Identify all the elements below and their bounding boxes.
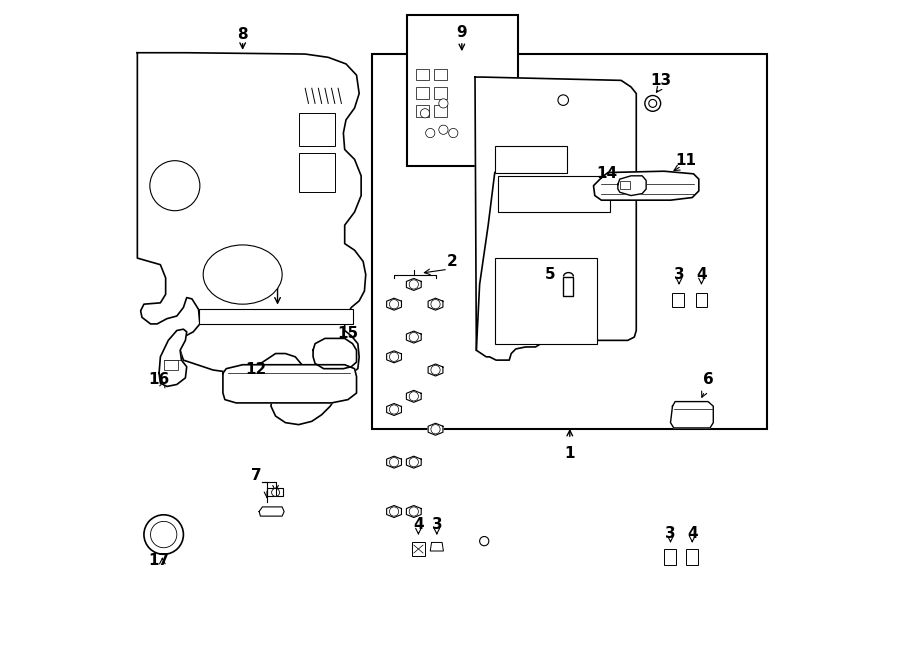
Bar [620, 181, 630, 189]
Text: 1: 1 [564, 446, 575, 461]
Bar [672, 293, 684, 307]
Circle shape [410, 507, 418, 516]
Bar [498, 176, 610, 212]
Bar [696, 293, 707, 307]
Bar [407, 15, 518, 166]
Polygon shape [593, 171, 698, 200]
Polygon shape [428, 298, 443, 310]
Circle shape [390, 405, 399, 414]
Bar [434, 105, 447, 117]
Polygon shape [428, 364, 443, 376]
Text: 17: 17 [148, 553, 169, 568]
Bar [495, 258, 597, 344]
Polygon shape [407, 506, 421, 518]
Bar [416, 105, 429, 117]
Circle shape [144, 515, 184, 555]
Bar [373, 54, 768, 429]
Bar [164, 360, 178, 370]
Bar [416, 87, 429, 98]
Circle shape [480, 537, 489, 546]
Circle shape [390, 507, 399, 516]
Text: 9: 9 [456, 26, 467, 40]
Circle shape [644, 96, 661, 111]
Polygon shape [430, 543, 444, 551]
Polygon shape [259, 507, 284, 516]
Polygon shape [617, 176, 646, 196]
Text: 4: 4 [413, 517, 424, 532]
Circle shape [390, 457, 399, 467]
Circle shape [449, 128, 458, 137]
Circle shape [410, 280, 418, 289]
Text: 5: 5 [544, 267, 555, 282]
Text: 8: 8 [238, 27, 248, 42]
Circle shape [390, 299, 399, 309]
Polygon shape [387, 298, 401, 310]
Circle shape [410, 457, 418, 467]
Circle shape [410, 392, 418, 401]
Polygon shape [407, 278, 421, 290]
Text: 3: 3 [674, 267, 684, 282]
Polygon shape [407, 331, 421, 343]
Polygon shape [159, 329, 186, 387]
Bar [299, 113, 335, 146]
Bar [416, 69, 429, 81]
Bar [563, 276, 573, 296]
Polygon shape [428, 423, 443, 435]
Bar [199, 309, 353, 324]
Bar [687, 549, 698, 565]
Polygon shape [475, 77, 636, 360]
Text: 6: 6 [703, 372, 714, 387]
Polygon shape [407, 456, 421, 468]
Circle shape [439, 125, 448, 134]
Circle shape [272, 488, 280, 496]
Ellipse shape [203, 245, 283, 304]
Text: 3: 3 [431, 517, 442, 532]
Circle shape [431, 299, 440, 309]
Polygon shape [223, 365, 356, 403]
Circle shape [150, 161, 200, 211]
Text: 14: 14 [596, 167, 617, 181]
Polygon shape [387, 351, 401, 363]
Polygon shape [387, 403, 401, 416]
Circle shape [426, 128, 435, 137]
Text: 11: 11 [675, 153, 696, 168]
Bar [664, 549, 676, 565]
Polygon shape [670, 402, 714, 428]
Text: 13: 13 [650, 73, 671, 88]
Circle shape [431, 366, 440, 375]
Circle shape [649, 99, 657, 107]
Bar [412, 543, 425, 556]
Polygon shape [387, 506, 401, 518]
Polygon shape [387, 456, 401, 468]
Circle shape [431, 424, 440, 434]
Bar [495, 146, 567, 173]
Bar [434, 87, 447, 98]
Text: 2: 2 [446, 254, 457, 269]
Bar [267, 488, 284, 496]
Text: 4: 4 [696, 267, 706, 282]
Circle shape [390, 352, 399, 362]
Bar [299, 153, 335, 192]
Bar [434, 69, 447, 81]
Text: 3: 3 [665, 525, 676, 541]
Text: 7: 7 [250, 468, 261, 483]
Text: 12: 12 [245, 362, 266, 377]
Circle shape [558, 95, 569, 105]
Text: 16: 16 [148, 372, 170, 387]
Polygon shape [138, 53, 365, 424]
Circle shape [410, 332, 418, 342]
Text: 15: 15 [338, 327, 358, 341]
Text: 10: 10 [255, 267, 276, 282]
Circle shape [439, 98, 448, 108]
Text: 4: 4 [687, 525, 698, 541]
Polygon shape [407, 391, 421, 403]
Polygon shape [313, 338, 356, 369]
Circle shape [150, 522, 176, 548]
Circle shape [420, 108, 429, 118]
